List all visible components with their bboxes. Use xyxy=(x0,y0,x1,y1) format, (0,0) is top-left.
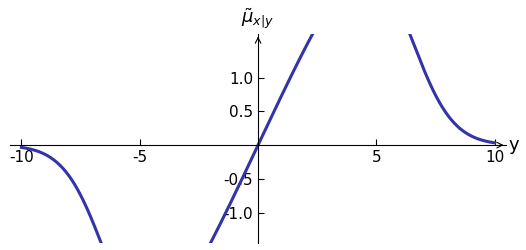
Text: $\tilde{\mu}_{x|y}$: $\tilde{\mu}_{x|y}$ xyxy=(241,7,275,32)
Text: y: y xyxy=(509,136,520,154)
